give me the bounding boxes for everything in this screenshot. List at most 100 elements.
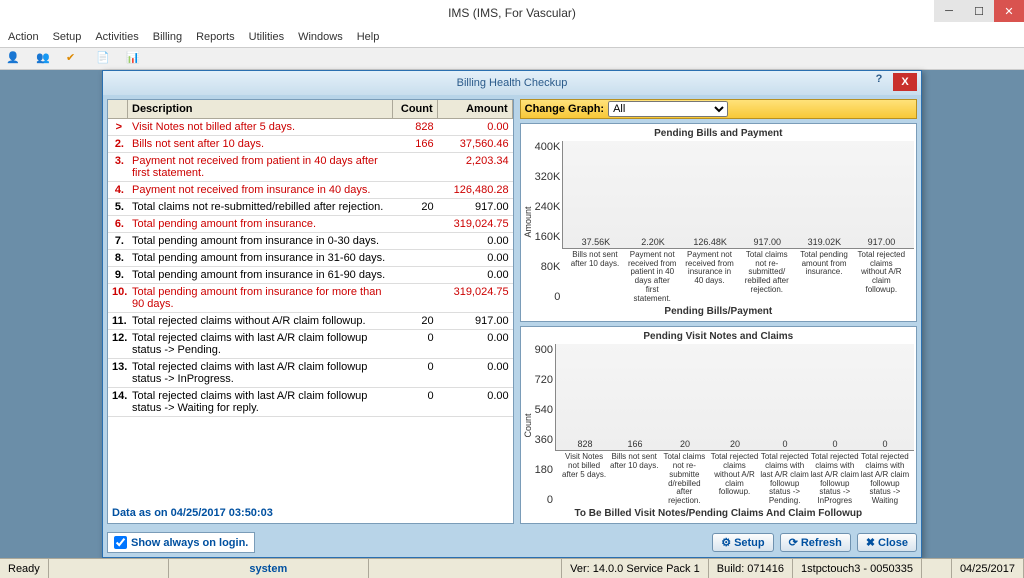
- close-button[interactable]: ✕: [994, 0, 1024, 22]
- table-row[interactable]: 10.Total pending amount from insurance f…: [108, 284, 513, 313]
- toolbar-icon-1[interactable]: 👤: [6, 51, 22, 67]
- table-header: Description Count Amount: [108, 100, 513, 119]
- table-row[interactable]: 2.Bills not sent after 10 days.16637,560…: [108, 136, 513, 153]
- chart1-bars: 37.56K 2.20K 126.48K 917.00 319.02K 917.00: [562, 141, 914, 249]
- close-button-footer[interactable]: ✖Close: [857, 533, 917, 552]
- help-button[interactable]: ?: [869, 73, 889, 85]
- table-row[interactable]: 4.Payment not received from insurance in…: [108, 182, 513, 199]
- table-row[interactable]: 5.Total claims not re-submitted/rebilled…: [108, 199, 513, 216]
- header-description[interactable]: Description: [128, 100, 393, 118]
- chart1-xlabel: Pending Bills/Payment: [523, 304, 914, 319]
- chart-bar[interactable]: 917.00: [742, 237, 792, 248]
- chart-xlabel-item: Total rejected claims with last A/R clai…: [760, 453, 810, 506]
- workspace: Billing Health Checkup ? X Description C…: [0, 70, 1024, 558]
- chart-bar[interactable]: 20: [660, 439, 710, 450]
- dialog-titlebar: Billing Health Checkup ? X: [103, 71, 921, 95]
- chart-xlabel-item: Payment not received from insurance in 4…: [685, 251, 735, 304]
- chart1-title: Pending Bills and Payment: [523, 126, 914, 141]
- chart-bar[interactable]: 2.20K: [628, 237, 678, 248]
- table-row[interactable]: >Visit Notes not billed after 5 days.828…: [108, 119, 513, 136]
- table-row[interactable]: 13.Total rejected claims with last A/R c…: [108, 359, 513, 388]
- setup-button[interactable]: ⚙Setup: [712, 533, 773, 552]
- menu-activities[interactable]: Activities: [95, 31, 138, 43]
- dialog-title: Billing Health Checkup: [457, 77, 568, 89]
- dialog-footer: Show always on login. ⚙Setup ⟳Refresh ✖C…: [103, 528, 921, 557]
- chart-bar[interactable]: 828: [560, 439, 610, 450]
- chart1-ylabel: Amount: [523, 141, 533, 304]
- toolbar: 👤 👥 ✔ 📄 📊: [0, 48, 1024, 70]
- chart2-title: Pending Visit Notes and Claims: [523, 329, 914, 344]
- chart-xlabel-item: Visit Notes not billed after 5 days.: [559, 453, 609, 506]
- change-graph-bar: Change Graph: All: [520, 99, 917, 119]
- chart-bar[interactable]: 126.48K: [685, 237, 735, 248]
- chart-bar[interactable]: 37.56K: [571, 237, 621, 248]
- charts-pane: Change Graph: All Pending Bills and Paym…: [520, 99, 917, 524]
- gear-icon: ⚙: [721, 536, 731, 549]
- header-amount[interactable]: Amount: [438, 100, 513, 118]
- chart2-ylabel: Count: [523, 344, 533, 507]
- chart-xlabel-item: Total rejected claims with last A/R clai…: [860, 453, 910, 506]
- chart-pending-bills: Pending Bills and Payment Amount 400K320…: [520, 123, 917, 322]
- table-row[interactable]: 6.Total pending amount from insurance.31…: [108, 216, 513, 233]
- table-row[interactable]: 12.Total rejected claims with last A/R c…: [108, 330, 513, 359]
- chart2-xlabel: To Be Billed Visit Notes/Pending Claims …: [523, 506, 914, 521]
- billing-health-checkup-dialog: Billing Health Checkup ? X Description C…: [102, 70, 922, 558]
- chart2-bars: 8281662020000: [555, 344, 914, 452]
- toolbar-icon-4[interactable]: 📄: [96, 51, 112, 67]
- status-date: 04/25/2017: [952, 559, 1024, 578]
- status-host: 1stpctouch3 - 0050335: [793, 559, 922, 578]
- change-graph-label: Change Graph:: [525, 103, 604, 115]
- table-row[interactable]: 7.Total pending amount from insurance in…: [108, 233, 513, 250]
- chart-bar[interactable]: 0: [760, 439, 810, 450]
- status-system: system: [169, 559, 369, 578]
- menu-help[interactable]: Help: [357, 31, 380, 43]
- maximize-button[interactable]: ☐: [964, 0, 994, 22]
- status-ready: Ready: [0, 559, 49, 578]
- chart-bar[interactable]: 917.00: [856, 237, 906, 248]
- show-always-checkbox[interactable]: Show always on login.: [107, 532, 255, 553]
- chart-pending-visits: Pending Visit Notes and Claims Count 900…: [520, 326, 917, 525]
- menu-utilities[interactable]: Utilities: [249, 31, 284, 43]
- chart-bar[interactable]: 0: [860, 439, 910, 450]
- menu-reports[interactable]: Reports: [196, 31, 235, 43]
- close-icon: ✖: [866, 536, 875, 549]
- table-body: >Visit Notes not billed after 5 days.828…: [108, 119, 513, 503]
- toolbar-icon-5[interactable]: 📊: [126, 51, 142, 67]
- toolbar-icon-3[interactable]: ✔: [66, 51, 82, 67]
- status-version: Ver: 14.0.0 Service Pack 1: [562, 559, 709, 578]
- dialog-close-button[interactable]: X: [893, 73, 917, 91]
- refresh-button[interactable]: ⟳Refresh: [780, 533, 851, 552]
- chart-xlabel-item: Total rejected claims without A/R claim …: [709, 453, 759, 506]
- window-titlebar: IMS (IMS, For Vascular) ─ ☐ ✕: [0, 0, 1024, 26]
- chart-bar[interactable]: 0: [810, 439, 860, 450]
- chart-xlabel-item: Bills not sent after 10 days.: [609, 453, 659, 506]
- header-count[interactable]: Count: [393, 100, 438, 118]
- chart-xlabel-item: Total claims not re-submitted/ rebilled …: [742, 251, 792, 304]
- chart-bar[interactable]: 319.02K: [799, 237, 849, 248]
- chart-xlabel-item: Total claims not re-submitte d/rebilled …: [659, 453, 709, 506]
- toolbar-icon-2[interactable]: 👥: [36, 51, 52, 67]
- chart-bar[interactable]: 20: [710, 439, 760, 450]
- table-row[interactable]: 9.Total pending amount from insurance in…: [108, 267, 513, 284]
- change-graph-select[interactable]: All: [608, 101, 728, 117]
- chart-xlabel-item: Total rejected claims without A/R claim …: [856, 251, 906, 304]
- status-bar: Ready system Ver: 14.0.0 Service Pack 1 …: [0, 558, 1024, 578]
- table-row[interactable]: 14.Total rejected claims with last A/R c…: [108, 388, 513, 417]
- window-buttons: ─ ☐ ✕: [934, 0, 1024, 22]
- table-row[interactable]: 3.Payment not received from patient in 4…: [108, 153, 513, 182]
- table-row[interactable]: 8.Total pending amount from insurance in…: [108, 250, 513, 267]
- menu-setup[interactable]: Setup: [53, 31, 82, 43]
- chart-xlabel-item: Total rejected claims with last A/R clai…: [810, 453, 860, 506]
- menu-windows[interactable]: Windows: [298, 31, 343, 43]
- show-always-input[interactable]: [114, 536, 127, 549]
- menu-bar: Action Setup Activities Billing Reports Utili…: [0, 26, 1024, 48]
- menu-action[interactable]: Action: [8, 31, 39, 43]
- table-row[interactable]: 11.Total rejected claims without A/R cla…: [108, 313, 513, 330]
- data-as-of-label: Data as on 04/25/2017 03:50:03: [108, 503, 513, 523]
- chart-bar[interactable]: 166: [610, 439, 660, 450]
- menu-billing[interactable]: Billing: [153, 31, 182, 43]
- chart-xlabel-item: Total pending amount from insurance.: [799, 251, 849, 304]
- app-title: IMS (IMS, For Vascular): [448, 6, 576, 20]
- refresh-icon: ⟳: [789, 536, 798, 549]
- minimize-button[interactable]: ─: [934, 0, 964, 22]
